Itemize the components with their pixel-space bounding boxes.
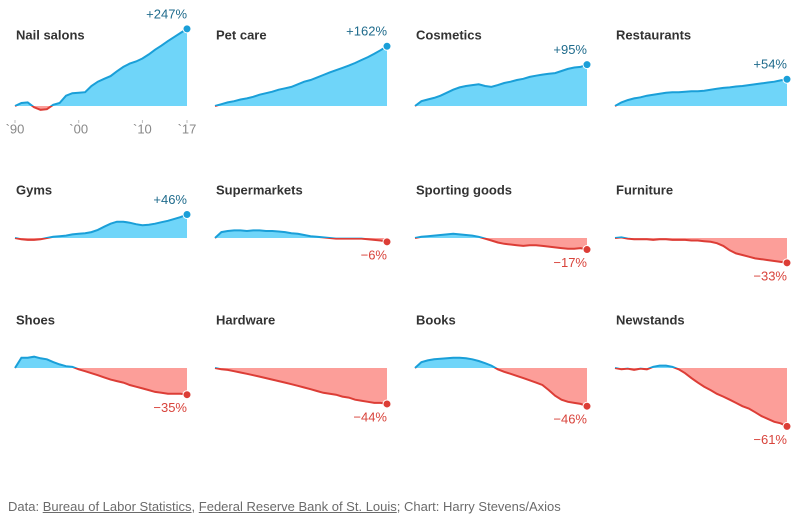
line-up <box>14 355 79 368</box>
panel-title: Newstands <box>616 312 685 327</box>
area-up <box>15 214 187 238</box>
area-down <box>615 368 787 427</box>
line-up <box>15 213 188 238</box>
footer-text: Data: <box>8 499 43 514</box>
end-dot <box>582 60 592 70</box>
panel-title: Cosmetics <box>416 27 482 42</box>
end-label: −33% <box>753 268 787 283</box>
area-up <box>415 357 587 368</box>
panel-title: Shoes <box>16 312 55 327</box>
end-dot <box>382 237 392 247</box>
source-link[interactable]: Federal Reserve Bank of St. Louis <box>198 499 397 514</box>
line-down <box>14 238 53 241</box>
end-dot <box>382 399 392 409</box>
line-down <box>15 368 188 396</box>
end-dot <box>182 24 192 34</box>
line-down <box>215 238 388 243</box>
panel-title: Supermarkets <box>216 182 303 197</box>
panel-title: Furniture <box>616 182 673 197</box>
area-down <box>215 238 387 242</box>
end-dot <box>782 421 792 431</box>
end-label: −61% <box>753 432 787 447</box>
line-down <box>415 368 588 408</box>
panel-title: Restaurants <box>616 27 691 42</box>
panel-title: Sporting goods <box>416 182 512 197</box>
end-label: −17% <box>553 255 587 270</box>
x-tick-label: `90 <box>6 121 25 136</box>
line-up <box>214 229 366 238</box>
area-down <box>415 238 587 250</box>
footer-text: , <box>191 499 199 514</box>
end-label: +162% <box>346 24 387 39</box>
end-label: +54% <box>753 57 787 72</box>
end-dot <box>182 390 192 400</box>
area-down <box>615 238 787 263</box>
end-dot <box>782 74 792 84</box>
line-down <box>15 106 54 111</box>
x-tick-label: `00 <box>69 121 88 136</box>
end-label: −46% <box>553 412 587 427</box>
x-tick-label: `10 <box>133 121 152 136</box>
panel-title: Hardware <box>216 312 275 327</box>
line-up <box>14 28 188 106</box>
line-down <box>415 238 588 251</box>
end-dot <box>582 401 592 411</box>
line-up <box>214 45 388 106</box>
line-down <box>214 368 388 405</box>
line-down <box>615 238 788 264</box>
small-multiples: Nail salons +247% `90 `00 `10 `17 Pet care +162… <box>6 6 792 447</box>
end-dot <box>782 258 792 268</box>
end-dot <box>382 41 392 51</box>
area-up <box>215 46 387 106</box>
end-label: +95% <box>553 42 587 57</box>
area-up <box>15 356 187 368</box>
end-dot <box>582 245 592 255</box>
line-up <box>614 78 788 106</box>
end-label: +46% <box>153 192 187 207</box>
footer: Data: Bureau of Labor Statistics, Federa… <box>8 499 561 514</box>
panel-title: Gyms <box>16 182 52 197</box>
panel-title: Pet care <box>216 27 267 42</box>
end-label: −35% <box>153 400 187 415</box>
panel-title: Books <box>416 312 456 327</box>
end-dot <box>182 210 192 220</box>
end-label: −44% <box>353 409 387 424</box>
x-tick-label: `17 <box>178 121 197 136</box>
end-label: +247% <box>146 6 187 21</box>
area-up <box>15 28 187 106</box>
area-up <box>215 230 387 238</box>
area-down <box>415 368 587 407</box>
line-up <box>414 63 588 106</box>
line-up <box>414 232 487 238</box>
panel-title: Nail salons <box>16 27 85 42</box>
line-up <box>414 356 498 368</box>
source-link[interactable]: Bureau of Labor Statistics <box>42 499 192 514</box>
end-label: −6% <box>361 247 388 262</box>
footer-text: ; Chart: Harry Stevens/Axios <box>396 499 561 514</box>
line-down <box>614 368 788 428</box>
